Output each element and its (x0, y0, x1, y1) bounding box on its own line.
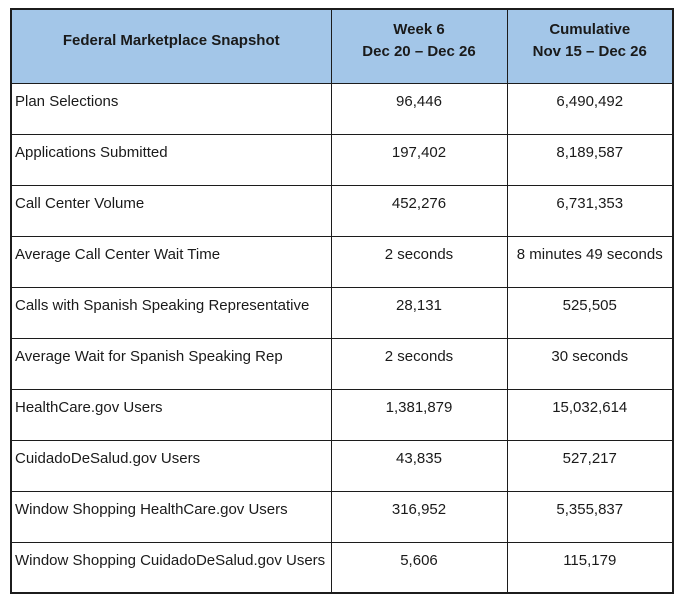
header-cumulative-line2: Nov 15 – Dec 26 (532, 43, 647, 60)
table-row: Call Center Volume 452,276 6,731,353 (10, 184, 674, 237)
week-value: 5,606 (330, 541, 508, 594)
cumulative-value: 15,032,614 (506, 388, 674, 441)
header-cumulative-cell: Cumulative Nov 15 – Dec 26 (506, 8, 674, 84)
header-cumulative-line1: Cumulative (549, 21, 631, 38)
table-row: Average Wait for Spanish Speaking Rep 2 … (10, 337, 674, 390)
header-title-cell: Federal Marketplace Snapshot (10, 8, 332, 84)
table-row: Window Shopping HealthCare.gov Users 316… (10, 490, 674, 543)
metric-label: Applications Submitted (10, 133, 332, 186)
week-value: 2 seconds (330, 337, 508, 390)
cumulative-value: 5,355,837 (506, 490, 674, 543)
metric-label: Window Shopping HealthCare.gov Users (10, 490, 332, 543)
table-row: Window Shopping CuidadoDeSalud.gov Users… (10, 541, 674, 594)
cumulative-value: 8,189,587 (506, 133, 674, 186)
metric-label: Calls with Spanish Speaking Representati… (10, 286, 332, 339)
table-row: Applications Submitted 197,402 8,189,587 (10, 133, 674, 186)
cumulative-value: 8 minutes 49 seconds (506, 235, 674, 288)
table-row: HealthCare.gov Users 1,381,879 15,032,61… (10, 388, 674, 441)
metric-label: CuidadoDeSalud.gov Users (10, 439, 332, 492)
table-row: Plan Selections 96,446 6,490,492 (10, 82, 674, 135)
federal-marketplace-snapshot-table: Federal Marketplace Snapshot Week 6 Dec … (10, 8, 674, 594)
cumulative-value: 30 seconds (506, 337, 674, 390)
metric-label: Plan Selections (10, 82, 332, 135)
week-value: 316,952 (330, 490, 508, 543)
header-week-cell: Week 6 Dec 20 – Dec 26 (330, 8, 508, 84)
cumulative-value: 527,217 (506, 439, 674, 492)
table-row: Calls with Spanish Speaking Representati… (10, 286, 674, 339)
metric-label: Window Shopping CuidadoDeSalud.gov Users (10, 541, 332, 594)
cumulative-value: 115,179 (506, 541, 674, 594)
week-value: 1,381,879 (330, 388, 508, 441)
cumulative-value: 6,731,353 (506, 184, 674, 237)
cumulative-value: 6,490,492 (506, 82, 674, 135)
header-week-line2: Dec 20 – Dec 26 (362, 43, 476, 60)
table-row: CuidadoDeSalud.gov Users 43,835 527,217 (10, 439, 674, 492)
table-header: Federal Marketplace Snapshot Week 6 Dec … (10, 8, 674, 84)
week-value: 452,276 (330, 184, 508, 237)
cumulative-value: 525,505 (506, 286, 674, 339)
header-week-line1: Week 6 (393, 21, 445, 38)
metric-label: Call Center Volume (10, 184, 332, 237)
table-title: Federal Marketplace Snapshot (62, 32, 280, 49)
header-row: Federal Marketplace Snapshot Week 6 Dec … (10, 8, 674, 84)
table-row: Average Call Center Wait Time 2 seconds … (10, 235, 674, 288)
table-body: Plan Selections 96,446 6,490,492 Applica… (10, 82, 674, 594)
metric-label: HealthCare.gov Users (10, 388, 332, 441)
metric-label: Average Wait for Spanish Speaking Rep (10, 337, 332, 390)
week-value: 2 seconds (330, 235, 508, 288)
week-value: 96,446 (330, 82, 508, 135)
week-value: 28,131 (330, 286, 508, 339)
metric-label: Average Call Center Wait Time (10, 235, 332, 288)
week-value: 197,402 (330, 133, 508, 186)
week-value: 43,835 (330, 439, 508, 492)
